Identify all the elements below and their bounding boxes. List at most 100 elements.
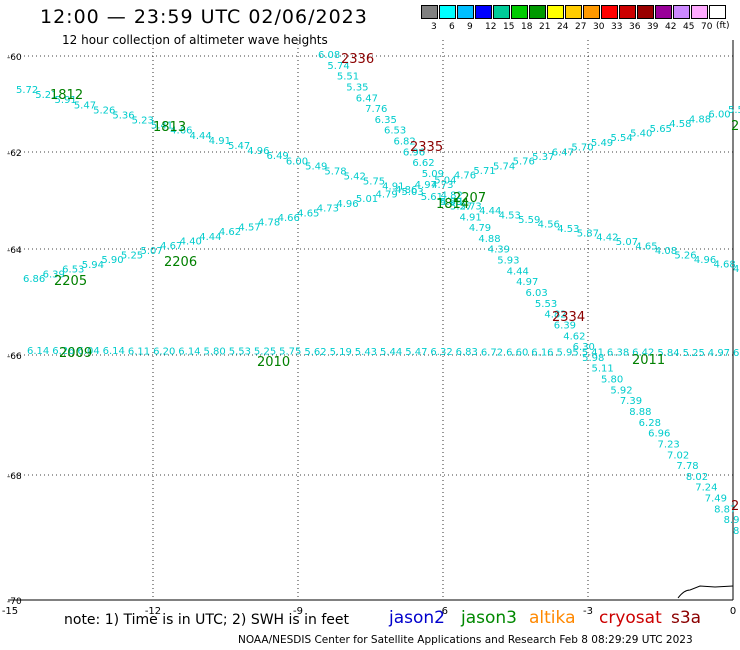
colorbar-swatch: 15 [493,5,514,32]
longitude-tick-label: -15 [2,606,18,617]
wave-height-value: 6.96 [403,147,425,158]
wave-height-value: 4.08 [655,246,677,257]
satellite-legend-item: cryosat [599,608,662,628]
wave-height-value: 4.40 [180,236,202,247]
wave-height-value: 7.49 [705,494,727,505]
colorbar-label: 39 [647,22,659,32]
wave-height-value: 5.44 [380,347,402,358]
colorbar-label: 3 [431,22,437,32]
wave-height-value: 6.35 [375,115,397,126]
wave-height-value: 5.59 [518,215,540,226]
wave-height-value: 7.39 [620,396,642,407]
map-title: 12:00 — 23:59 UTC 02/06/2023 [40,6,368,28]
wave-height-value: 6.26 [52,346,74,357]
wave-height-value: 5.25 [683,348,705,359]
wave-height-value: 6.39 [554,320,576,331]
wave-height-value: 7.23 [658,439,680,450]
colorbar-swatch: 39 [637,5,658,32]
footer-note: note: 1) Time is in UTC; 2) SWH is in fe… [64,612,350,628]
wave-height-value: 8.02 [686,472,708,483]
colorbar-swatch: 36 [619,5,640,32]
wave-height-value: 4.62 [219,227,241,238]
colorbar: 3 6 9 12 15 18 21 24 27 30 33 36 39 42 45 70 [421,5,727,32]
wave-height-value: 5.47 [74,100,96,111]
wave-height-value: 4.88 [689,114,711,125]
wave-height-value: 5.07 [616,237,638,248]
colorbar-label: 6 [449,22,455,32]
colorbar-label: 45 [683,22,695,32]
wave-height-value: 6.60 [506,347,528,358]
latitude-tick-label: -62 [7,149,22,159]
wave-height-value: 4.96 [336,199,358,210]
wave-height-value: 5.53 [229,347,251,358]
wave-height-value: 4.56 [538,219,560,230]
wave-height-value: 8.87 [714,504,736,515]
colorbar-swatch: 42 [655,5,676,32]
wave-height-value: 5.23 [132,116,154,127]
colorbar-swatch: 21 [529,5,550,32]
satellite-legend-item: altika [529,608,576,628]
wave-height-value: 5.87 [577,228,599,239]
track-time-label: 2335 [410,140,443,155]
wave-height-value: 4.98 [440,197,462,208]
wave-height-value: 4.67 [160,241,182,252]
wave-height-value: 4.78 [258,218,280,229]
wave-height-value: 4.73 [431,180,453,191]
wave-height-value: 4.82 [544,310,566,321]
wave-height-value: 5.93 [497,256,519,267]
wave-height-value: 5.71 [473,166,495,177]
colorbar-swatch: 30 [583,5,604,32]
wave-height-value: 5.25 [254,347,276,358]
wave-height-value: 5.51 [337,72,359,83]
wave-height-value: 5.5 [728,105,740,116]
wave-height-value: 6.42 [632,348,654,359]
wave-height-value: 4.44 [199,232,221,243]
wave-height-value: 7.76 [365,104,387,115]
track-time-label: 2011 [632,353,665,368]
longitude-tick-label: -6 [438,606,448,617]
wave-height-value: 5.54 [611,133,633,144]
wave-height-value: 5.94 [82,260,104,271]
track-time-label: 2010 [257,355,290,370]
colorbar-label: 33 [611,22,623,32]
wave-height-value: 5.43 [355,347,377,358]
wave-height-value: 5.42 [344,172,366,183]
wave-height-value: 5.11 [592,364,614,375]
wave-height-value: 4.97 [415,180,437,191]
wave-height-value: 5.41 [582,348,604,359]
wave-height-value: 6.00 [286,156,308,167]
track-time-label: 2009 [59,346,92,361]
colorbar-label: 9 [467,22,473,32]
wave-height-value: 5.84 [657,348,679,359]
wave-height-value: 5.01 [356,194,378,205]
wave-height-value: 5.70 [571,143,593,154]
wave-height-value: 4.79 [376,190,398,201]
wave-height-value: 4.44 [507,266,529,277]
wave-height-value: 4.53 [557,224,579,235]
wave-height-value: 7.78 [676,461,698,472]
wave-height-value: 6.49 [267,151,289,162]
wave-height-value: 5.03 [401,187,423,198]
wave-height-value: 5.69 [440,197,462,208]
colorbar-swatch: 12 [475,5,496,32]
wave-height-value: 4.42 [596,233,618,244]
wave-height-value: 5.41 [151,121,173,132]
wave-height-value: 5.75 [279,347,301,358]
colorbar-swatch: 9 [457,5,474,32]
wave-height-value: 5.80 [601,375,623,386]
wave-height-value: 4.65 [635,242,657,253]
colorbar-label: 36 [629,22,641,32]
wave-height-value: 6.00 [708,110,730,121]
wave-height-value: 6.11 [128,346,150,357]
wave-height-value: 4.68 [713,260,735,271]
track-time-label: 1813 [153,120,186,135]
colorbar-swatch: 33 [601,5,622,32]
track-time-label: 1812 [50,88,83,103]
wave-height-value: 5.73 [460,201,482,212]
wave-height-value: 4.91 [382,182,404,193]
track-time-label: 2334 [552,310,585,325]
wave-height-value: 4.62 [563,331,585,342]
wave-height-value: 4.53 [499,210,521,221]
wave-height-value: 6.82 [393,137,415,148]
wave-height-value: 5.76 [513,157,535,168]
